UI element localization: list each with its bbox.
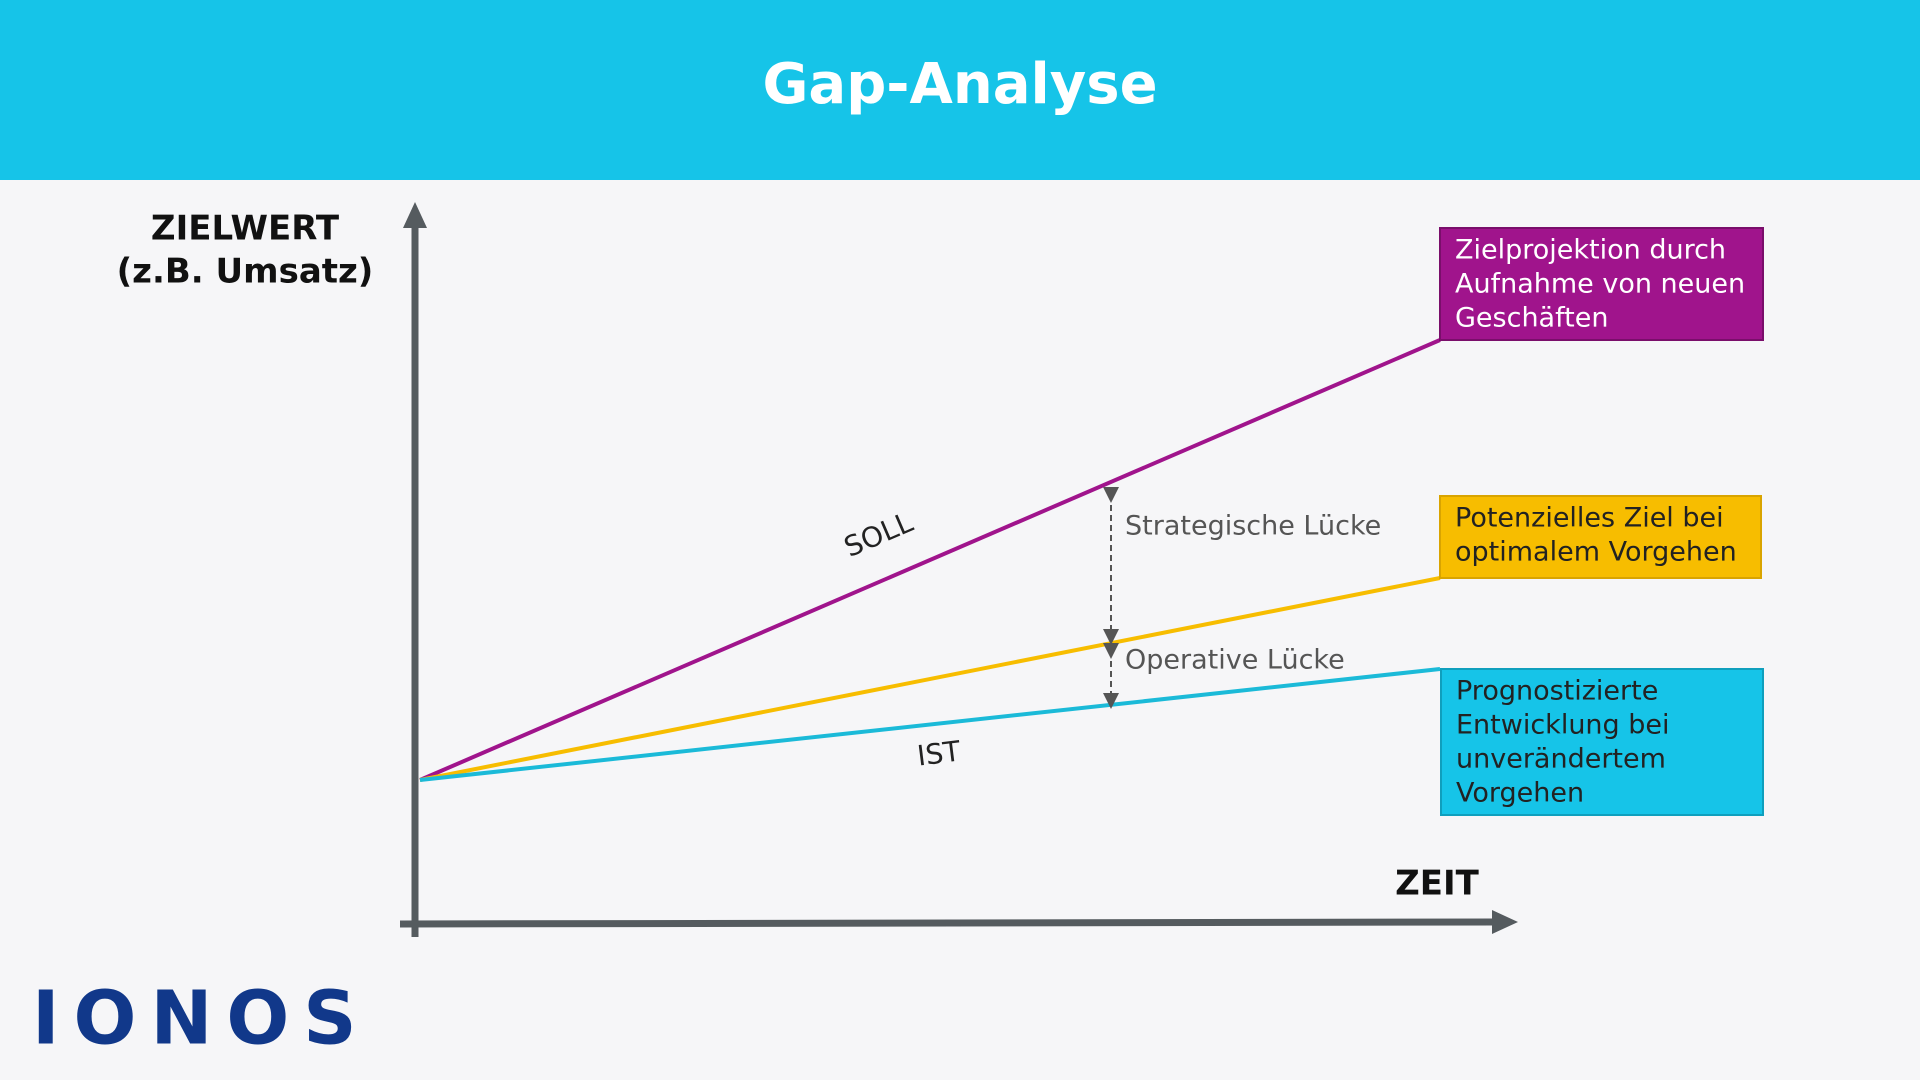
gap-label: Operative Lücke — [1125, 645, 1345, 676]
box — [1439, 495, 1762, 579]
box-text: optimalem Vorgehen — [1455, 537, 1737, 568]
logo: IONOS — [32, 976, 371, 1062]
soll-label: SOLL — [839, 505, 918, 564]
box-text: Prognostizierte — [1456, 676, 1658, 707]
box — [1440, 668, 1764, 816]
y-arrow — [403, 202, 427, 228]
gap-label: Strategische Lücke — [1125, 511, 1381, 542]
y-label: (z.B. Umsatz) — [117, 252, 374, 292]
box-text: Aufnahme von neuen — [1455, 269, 1745, 300]
box-text: Geschäften — [1455, 303, 1608, 334]
box-text: Potenzielles Ziel bei — [1455, 503, 1724, 534]
y-label: ZIELWERT — [151, 209, 340, 249]
box-text: Vorgehen — [1456, 778, 1584, 809]
ist-label: IST — [915, 734, 963, 772]
soll-line — [419, 338, 1441, 782]
x-label: ZEIT — [1395, 864, 1480, 904]
header — [0, 0, 1920, 180]
ist-line — [419, 667, 1441, 782]
box-text: Entwicklung bei — [1456, 710, 1670, 741]
box-text: unverändertem — [1456, 744, 1666, 775]
x-axis — [399, 918, 1497, 928]
box-text: Zielprojektion durch — [1455, 235, 1726, 266]
title: Gap-Analyse — [762, 52, 1157, 117]
box — [1439, 227, 1764, 341]
potential-line — [419, 576, 1441, 782]
x-arrow — [1492, 910, 1518, 934]
